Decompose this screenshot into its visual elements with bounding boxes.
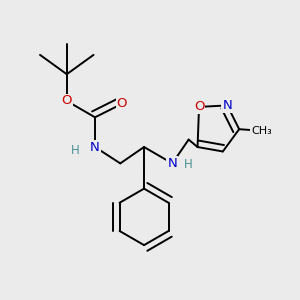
Text: N: N — [90, 140, 100, 154]
Text: H: H — [184, 158, 193, 171]
Text: CH₃: CH₃ — [251, 126, 272, 136]
Text: N: N — [222, 99, 232, 112]
Text: N: N — [167, 157, 177, 170]
Text: H: H — [71, 143, 80, 157]
Text: O: O — [61, 94, 72, 107]
Text: O: O — [116, 98, 127, 110]
Text: O: O — [194, 100, 204, 113]
